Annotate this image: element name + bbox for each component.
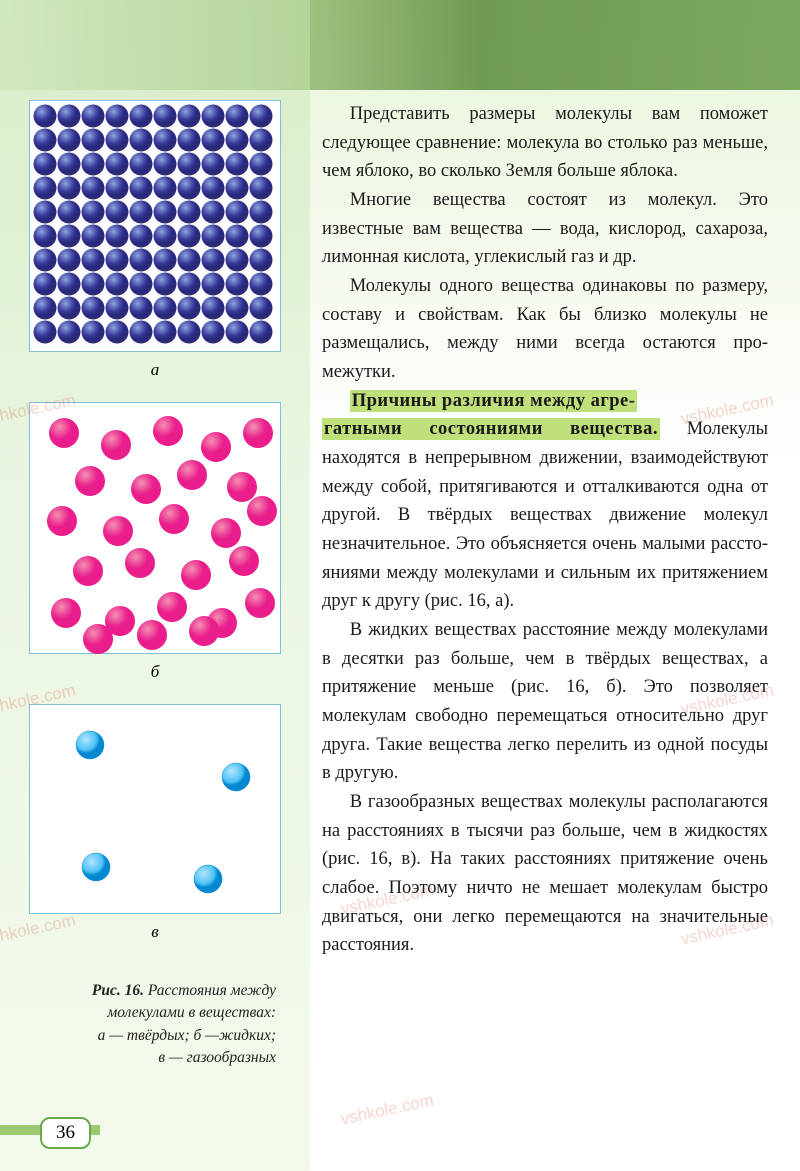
caption-line4: в — газообразных [158,1049,276,1066]
figure-c-label: в [151,922,158,942]
caption-line2: молекулами в веществах: [107,1004,276,1021]
paragraph-4: Причины различия между агре- гатными сос… [322,387,768,616]
section-heading-line2: гатными состояниями вещества. [322,418,660,440]
section-heading-line1: Причины различия между агре- [350,390,638,412]
paragraph-2: Многие вещества состоят из молекул. Это … [322,186,768,272]
paragraph-4-body: Молекулы находятся в непрерывном движени… [322,419,768,611]
figure-c-gas [29,704,281,914]
page-number: 36 [40,1117,91,1149]
figure-caption: Рис. 16. Расстояния между молекулами в в… [28,980,282,1070]
caption-line3: а — твёрдых; б —жидких; [98,1027,276,1044]
paragraph-3: Молекулы одного вещества одина­ковы по р… [322,272,768,387]
figure-b-label: б [151,662,160,682]
figure-b-liquid [29,402,281,654]
caption-line1: Расстояния между [144,982,276,999]
paragraph-5: В жидких веществах рассто­яние между мол… [322,616,768,788]
paragraph-1: Представить размеры молекулы вам поможет… [322,100,768,186]
figure-a-label: а [151,360,160,380]
figures-column: а б в Рис. 16. Расстояния между молекула… [0,100,310,1070]
caption-prefix: Рис. 16. [92,982,144,999]
page-content: а б в Рис. 16. Расстояния между молекула… [0,0,800,1070]
text-column: Представить размеры молекулы вам поможет… [310,100,800,1070]
paragraph-6: В газообразных веществах моле­кулы распо… [322,788,768,960]
figure-a-solid [29,100,281,352]
